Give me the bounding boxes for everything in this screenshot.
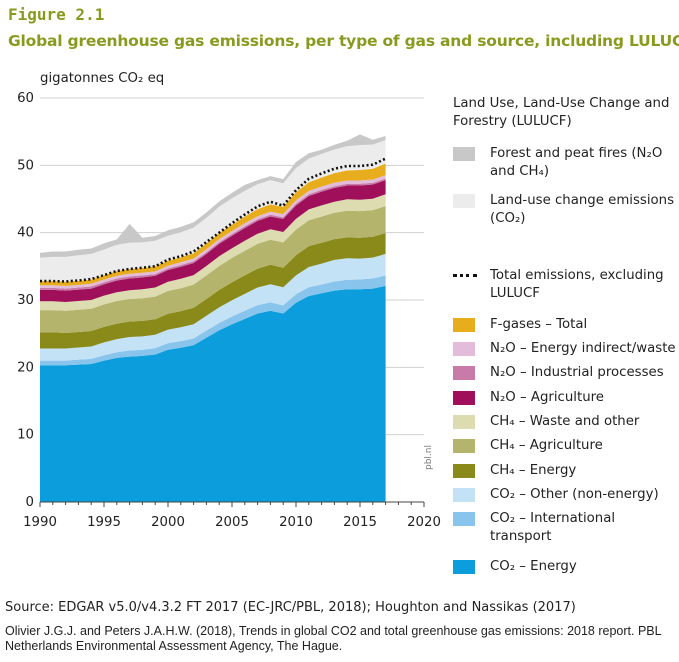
legend-swatch: [453, 147, 475, 161]
legend-label: CH₄ – Energy: [490, 463, 577, 478]
legend-label: CH₄ – Agriculture: [490, 438, 603, 453]
legend-swatch: [453, 366, 475, 380]
area-co2_other: [40, 253, 386, 361]
legend-item-fires: Forest and peat fires (N₂O and CH₄): [453, 145, 677, 185]
tick-labels: 0 10 20 30 40 50 60 1990 1995 2000 2005 2010 2015 202…: [17, 91, 441, 530]
watermark: pbl.nl: [424, 445, 434, 470]
y-tick-label: 60: [17, 91, 34, 106]
legend-label: F-gases – Total: [490, 317, 588, 332]
legend-item-ch4-energy: CH₄ – Energy: [453, 462, 677, 502]
legend-item-ch4-waste: CH₄ – Waste and other: [453, 413, 677, 453]
legend-dotted-line: [453, 274, 477, 277]
area-ch4_energy: [40, 233, 386, 349]
legend-item-n2o-agriculture: N₂O – Agriculture: [453, 389, 677, 429]
figure-label: Figure 2.1: [8, 5, 105, 24]
legend-swatch: [453, 391, 475, 405]
legend-swatch: [453, 415, 475, 429]
y-tick-label: 40: [17, 226, 34, 241]
legend-label: N₂O – Agriculture: [490, 390, 604, 405]
legend-item-luc: Land-use change emissions (CO₂): [453, 192, 677, 232]
area-fgas: [40, 163, 386, 286]
area-ch4_waste: [40, 194, 386, 311]
legend-swatch: [453, 464, 475, 478]
legend-swatch: [453, 342, 475, 356]
legend-label: Forest and peat fires (N₂O and CH₄): [490, 146, 663, 179]
legend-label: N₂O – Energy indirect/waste: [490, 341, 676, 356]
y-tick-label: 10: [17, 428, 34, 443]
legend-item-n2o-industrial: N₂O – Industrial processes: [453, 364, 677, 404]
x-tick-label: 1995: [87, 515, 121, 530]
x-tick-label: 2005: [215, 515, 249, 530]
y-tick-label: 0: [26, 495, 34, 510]
area-co2_energy: [40, 285, 386, 502]
x-tick-label: 2020: [407, 515, 441, 530]
y-axis-label: gigatonnes CO₂ eq: [40, 71, 165, 86]
legend-label: CH₄ – Waste and other: [490, 414, 640, 429]
area-luc: [40, 140, 386, 282]
total-line-layer: [40, 157, 387, 283]
legend-item-total: Total emissions, excluding LULUCF: [453, 267, 677, 307]
y-tick-label: 20: [17, 360, 34, 375]
area-ch4_agri: [40, 206, 386, 333]
legend-swatch: [453, 439, 475, 453]
legend-label: Total emissions, excluding LULUCF: [490, 268, 664, 301]
x-tick-label: 2000: [151, 515, 185, 530]
legend-item-co2-other: CO₂ – Other (non-energy): [453, 486, 677, 526]
legend-item-n2o-indirect: N₂O – Energy indirect/waste: [453, 340, 677, 380]
legend-swatch: [453, 560, 475, 574]
legend-item-ch4-agriculture: CH₄ – Agriculture: [453, 437, 677, 477]
legend-label: Land-use change emissions (CO₂): [490, 193, 675, 226]
source-note: Source: EDGAR v5.0/v4.3.2 FT 2017 (EC-JR…: [5, 600, 576, 615]
legend-label: CO₂ – Other (non-energy): [490, 487, 659, 502]
legend-label: CO₂ – International transport: [490, 511, 616, 544]
legend-label: N₂O – Industrial processes: [490, 365, 664, 380]
legend-label: CO₂ – Energy: [490, 559, 577, 574]
legend-swatch: [453, 512, 475, 526]
y-tick-label: 50: [17, 158, 34, 173]
citation-note: Olivier J.G.J. and Peters J.A.H.W. (2018…: [5, 624, 662, 653]
total-excluding-lulucf-line: [40, 157, 387, 283]
area-n2o_agri: [40, 180, 386, 302]
legend-group-title: Land Use, Land-Use Change and Forestry (…: [453, 96, 670, 129]
chart-title: Global greenhouse gas emissions, per typ…: [8, 32, 679, 50]
area-layers: [40, 134, 386, 502]
x-tick-label: 2015: [343, 515, 377, 530]
legend-item-fgas: F-gases – Total: [453, 316, 677, 356]
legend-item-co2-international: CO₂ – International transport: [453, 510, 677, 550]
x-tick-label: 1990: [23, 515, 57, 530]
legend-swatch: [453, 318, 475, 332]
legend-swatch: [453, 194, 475, 208]
axes: [39, 501, 425, 507]
legend-swatch: [453, 488, 475, 502]
stacked-area-chart: 0 10 20 30 40 50 60 1990 1995 2000 2005 2010 2015 202…: [17, 91, 441, 530]
legend-item-co2-energy: CO₂ – Energy: [453, 558, 677, 598]
area-fires: [40, 134, 386, 258]
y-tick-label: 30: [17, 293, 34, 308]
area-co2_intl: [40, 275, 386, 366]
x-tick-label: 2010: [279, 515, 313, 530]
